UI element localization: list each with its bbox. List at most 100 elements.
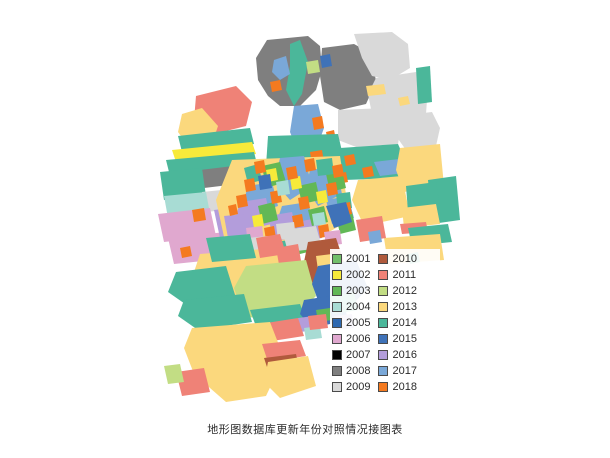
legend-item-2006[interactable]: 2006 [332,331,370,347]
map-region[interactable] [304,326,322,340]
legend-item-2005[interactable]: 2005 [332,315,370,331]
legend-swatch-icon [378,270,389,280]
legend-label: 2012 [392,284,417,297]
map-region[interactable] [206,234,256,262]
legend-swatch-icon [378,318,389,328]
legend-label: 2014 [392,316,417,329]
legend-item-2003[interactable]: 2003 [332,283,370,299]
map-region[interactable] [228,204,238,216]
map-region[interactable] [402,204,440,228]
map-region[interactable] [258,174,272,190]
legend-swatch-icon [332,334,342,344]
map-region[interactable] [254,160,266,174]
map-region[interactable] [236,194,248,208]
map-region[interactable] [338,108,402,150]
map-region[interactable] [316,190,328,204]
map-region[interactable] [362,166,374,178]
map-region[interactable] [244,178,256,192]
map-region[interactable] [286,166,298,180]
legend-item-2010[interactable]: 2010 [378,251,417,267]
map-region[interactable] [316,158,334,176]
legend-column-left: 2001 2002 2003 2004 2005 [332,251,370,395]
legend-label: 2018 [392,380,417,393]
legend-label: 2005 [346,316,371,329]
legend-swatch-icon [332,270,342,280]
map-region-group-north [256,32,440,152]
map-region[interactable] [264,356,316,398]
legend-label: 2010 [392,252,417,265]
legend-item-2002[interactable]: 2002 [332,267,370,283]
legend-swatch-icon [332,254,342,264]
legend-item-2004[interactable]: 2004 [332,299,370,315]
map-region[interactable] [286,40,308,106]
legend-item-2016[interactable]: 2016 [378,347,417,363]
legend-label: 2006 [346,332,371,345]
map-region[interactable] [398,96,410,106]
legend-swatch-icon [378,366,389,376]
map-region[interactable] [192,208,206,222]
map-region[interactable] [326,202,352,228]
legend-label: 2003 [346,284,371,297]
map-region[interactable] [184,322,284,402]
map-region[interactable] [178,294,252,330]
legend-item-2012[interactable]: 2012 [378,283,417,299]
legend-item-2017[interactable]: 2017 [378,363,417,379]
map-region[interactable] [180,246,192,258]
legend-item-2015[interactable]: 2015 [378,331,417,347]
map-region[interactable] [406,182,440,212]
map-region[interactable] [176,368,210,396]
map-region[interactable] [160,168,206,200]
map-region[interactable] [304,158,316,172]
legend-label: 2008 [346,364,371,377]
legend-label: 2004 [346,300,371,313]
legend-swatch-icon [332,366,342,376]
legend-swatch-icon [378,350,389,360]
map-region[interactable] [252,214,264,228]
map-region[interactable] [308,314,328,330]
map-region[interactable] [326,182,338,196]
legend-swatch-icon [378,254,389,264]
map-region[interactable] [396,112,440,150]
legend[interactable]: 2001 2002 2003 2004 2005 [330,249,440,398]
map-region[interactable] [276,180,290,196]
legend-columns: 2001 2002 2003 2004 2005 [332,251,438,395]
map-region[interactable] [290,176,302,190]
map-region[interactable] [312,116,324,130]
map-region[interactable] [332,164,344,178]
legend-column-right: 2010 2011 2012 2013 2014 [378,251,417,395]
map-region[interactable] [164,364,184,384]
legend-item-2018[interactable]: 2018 [378,379,417,395]
map-region[interactable] [258,202,278,224]
legend-item-2001[interactable]: 2001 [332,251,370,267]
map-region[interactable] [354,32,410,80]
map-region[interactable] [298,196,310,210]
map-region[interactable] [366,84,386,96]
figure-caption: 地形图数据库更新年份对照情况接图表 [207,424,403,436]
legend-swatch-icon [378,302,389,312]
map-region[interactable] [272,56,290,80]
legend-label: 2001 [346,252,371,265]
map-region[interactable] [292,214,304,228]
legend-item-2013[interactable]: 2013 [378,299,417,315]
map-region[interactable] [320,54,332,68]
map-region[interactable] [320,44,376,110]
legend-swatch-icon [332,382,342,392]
map-region[interactable] [306,60,320,74]
map-region[interactable] [224,214,248,238]
legend-label: 2009 [346,380,371,393]
map-region[interactable] [344,154,356,166]
map-region[interactable] [172,142,256,162]
legend-item-2007[interactable]: 2007 [332,347,370,363]
legend-item-2014[interactable]: 2014 [378,315,417,331]
legend-label: 2013 [392,300,417,313]
legend-item-2009[interactable]: 2009 [332,379,370,395]
legend-item-2008[interactable]: 2008 [332,363,370,379]
map-region[interactable] [168,266,236,306]
legend-item-2011[interactable]: 2011 [378,267,416,283]
map-region[interactable] [270,80,282,92]
map-region[interactable] [352,176,410,226]
map-region[interactable] [368,230,382,244]
map-region[interactable] [416,66,432,104]
map-region[interactable] [312,212,326,226]
